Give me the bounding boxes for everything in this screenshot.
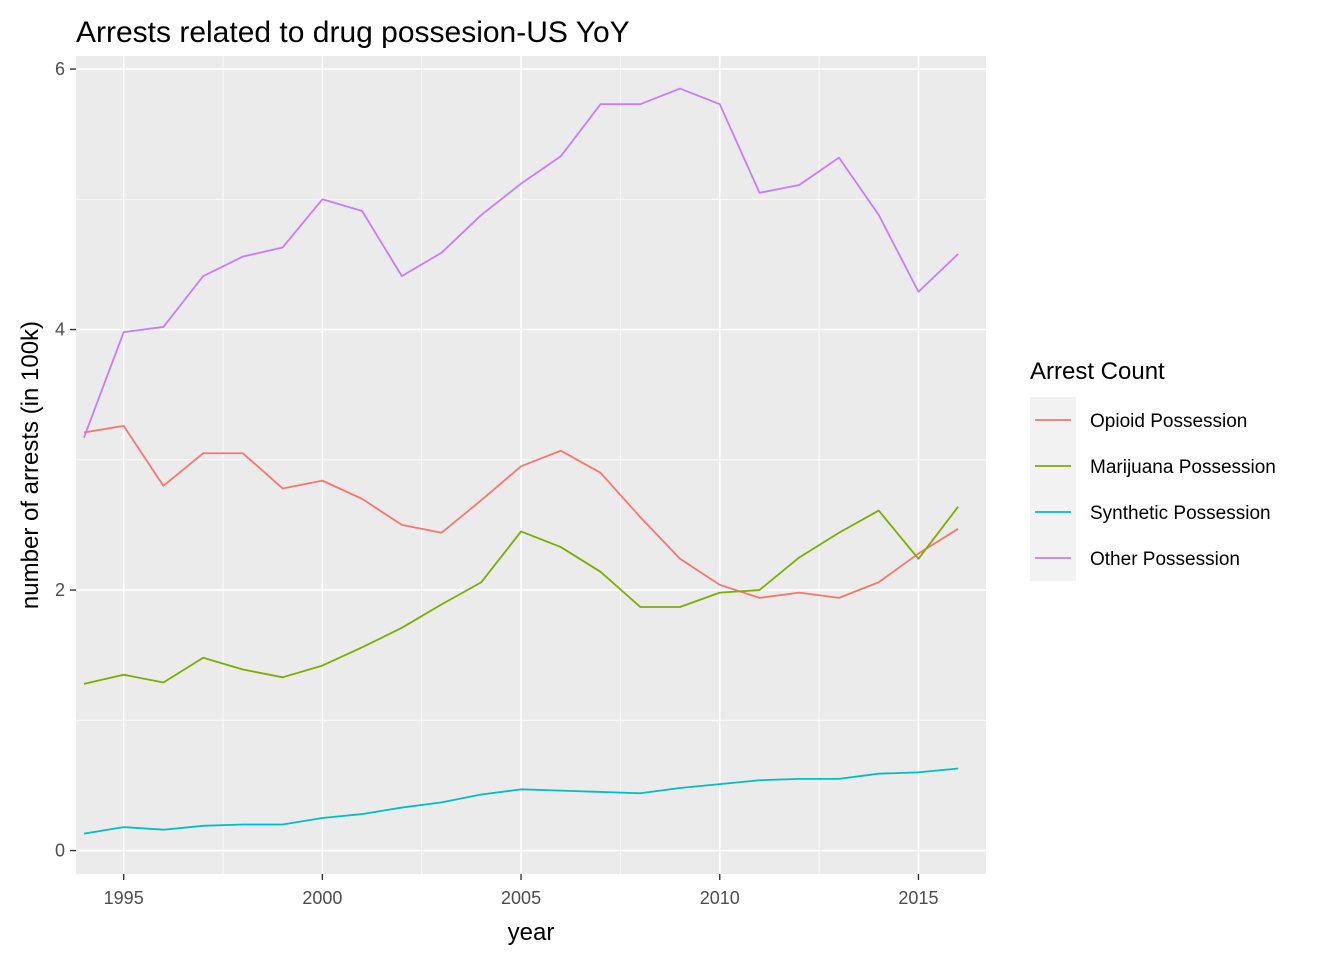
legend: Arrest Count Opioid Possession Marijuana … [1030,358,1276,581]
legend-label-synthetic-possession: Synthetic Possession [1090,503,1271,524]
x-tick-label: 1995 [104,888,144,908]
legend-title: Arrest Count [1030,358,1165,385]
y-tick-label: 6 [55,59,65,79]
x-tick-label: 2005 [501,888,541,908]
chart-title: Arrests related to drug possesion-US YoY [76,16,630,49]
series-line-opioid-possession [83,425,959,599]
x-tick-label: 2015 [898,888,938,908]
legend-label-other-possession: Other Possession [1090,549,1240,570]
y-axis: 0 2 4 6 [55,59,76,861]
series-line-marijuana-possession [83,506,959,685]
legend-items: Opioid Possession Marijuana Possession Syn… [1030,397,1276,581]
grid-minor [76,56,986,874]
plot-panel [76,56,986,874]
y-tick-label: 4 [55,320,65,340]
x-tick-label: 2010 [700,888,740,908]
x-tick-label: 2000 [302,888,342,908]
legend-label-marijuana-possession: Marijuana Possession [1090,457,1276,478]
series-lines [83,87,959,835]
grid-major [76,56,986,874]
series-line-synthetic-possession [83,767,959,835]
x-axis: 1995 2000 2005 2010 2015 [104,874,938,908]
y-tick-label: 0 [55,841,65,861]
x-axis-title: year [508,919,555,946]
series-line-other-possession [83,87,959,438]
y-axis-title: number of arrests (in 100k) [17,321,44,609]
y-tick-label: 2 [55,580,65,600]
legend-label-opioid-possession: Opioid Possession [1090,411,1247,432]
